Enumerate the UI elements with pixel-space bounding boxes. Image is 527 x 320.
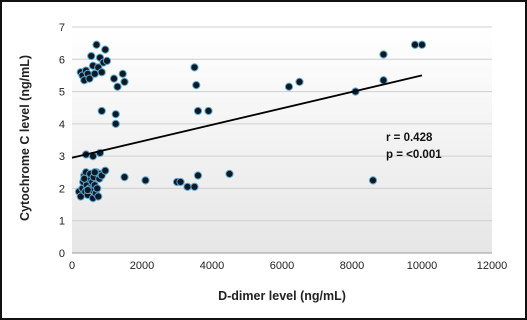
data-point [109, 74, 119, 83]
data-point [118, 69, 127, 78]
data-point [120, 77, 129, 86]
data-point [284, 82, 294, 91]
x-tick-label: 6000 [270, 260, 294, 272]
trendline [71, 74, 423, 159]
x-axis-ticks: 0 2000 4000 6000 8000 10000 12000 [69, 260, 507, 272]
data-point [97, 68, 106, 77]
y-tick-label: 4 [59, 119, 65, 131]
data-point [101, 166, 110, 175]
data-point [410, 40, 420, 49]
y-tick-label: 1 [59, 216, 65, 228]
data-point [101, 45, 110, 54]
y-axis-title: Cytochrome C level (ng/mL) [18, 55, 32, 221]
data-point [204, 106, 213, 116]
y-tick-label: 0 [59, 248, 65, 260]
data-point [190, 182, 199, 191]
y-tick-label: 5 [59, 87, 65, 99]
x-axis-title: D-dimer level (ng/mL) [218, 289, 346, 303]
x-tick-label: 12000 [477, 260, 508, 272]
x-tick-label: 10000 [407, 260, 438, 272]
x-tick-label: 0 [69, 260, 75, 272]
y-axis-ticks: 0 1 2 3 4 5 6 7 [59, 22, 65, 260]
data-point [113, 82, 122, 91]
data-point [417, 40, 427, 49]
data-point [90, 168, 99, 177]
x-tick-label: 8000 [340, 260, 364, 272]
data-point [80, 174, 89, 183]
data-point [97, 106, 106, 116]
data-point [176, 177, 185, 187]
annotation-r: r = 0.428 [386, 132, 433, 144]
data-point [379, 76, 388, 85]
data-point [92, 40, 101, 49]
y-tick-label: 2 [59, 183, 65, 195]
data-point [368, 176, 378, 185]
y-tick-label: 6 [59, 54, 65, 66]
data-point [183, 182, 192, 191]
data-point [102, 56, 112, 66]
annotation-p: p = <0.001 [386, 149, 442, 161]
data-point [193, 171, 203, 180]
x-tick-label: 2000 [130, 260, 154, 272]
data-point [190, 63, 199, 72]
y-tick-label: 7 [59, 22, 65, 34]
data-points [74, 40, 427, 203]
plot-area [72, 27, 492, 253]
data-point [295, 77, 304, 86]
data-point [192, 81, 201, 90]
data-point [87, 51, 96, 61]
data-point [225, 169, 234, 178]
data-point [111, 110, 120, 119]
data-point [93, 184, 102, 193]
x-tick-label: 4000 [200, 260, 224, 272]
data-point [120, 173, 129, 182]
y-tick-label: 3 [59, 151, 65, 163]
data-point [83, 185, 92, 195]
data-point [141, 176, 150, 185]
gridlines [72, 26, 492, 254]
data-point [379, 50, 388, 59]
data-point [193, 106, 203, 116]
data-point [94, 192, 103, 201]
data-point [111, 119, 120, 128]
data-point [85, 74, 94, 83]
